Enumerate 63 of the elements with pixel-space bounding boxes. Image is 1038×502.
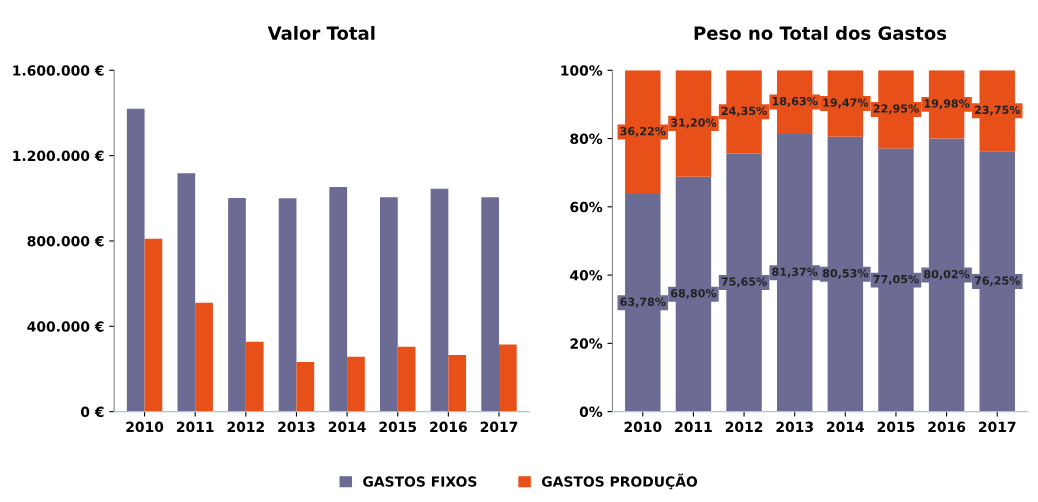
data-label: 31,20% [671,118,717,129]
y-tick-label: 40% [570,270,603,281]
bar [126,108,145,412]
data-label: 63,78% [620,297,666,308]
x-tick-label: 2013 [278,421,315,433]
legend-label: GASTOS FIXOS [363,476,477,487]
bar [228,198,246,412]
bar [329,186,348,412]
data-label: 23,75% [974,105,1021,116]
legend-label: GASTOS PRODUÇÃO [541,473,698,490]
bar [380,197,398,412]
x-tick-label: 2016 [928,421,966,433]
data-label: 22,95% [873,104,919,115]
y-tick-label: 1.600.000 € [13,65,104,76]
x-tick-label: 2011 [176,421,214,433]
y-tick-label: 0 € [80,406,104,418]
x-tick-label: 2010 [126,421,164,433]
bar [195,302,213,412]
bar [278,198,297,412]
data-label: 81,37% [772,267,818,278]
x-tick-label: 2015 [379,421,417,433]
y-tick-label: 80% [570,133,603,145]
x-tick-label: 2014 [328,421,366,433]
data-label: 80,53% [822,269,869,279]
data-label: 19,98% [924,99,970,110]
data-label: 80,02% [924,269,970,280]
x-tick-label: 2011 [675,421,712,433]
y-tick-label: 20% [570,338,603,349]
data-label: 36,22% [620,126,666,137]
y-tick-label: 400.000 € [27,321,104,332]
chart-title: Peso no Total dos Gastos [694,26,947,40]
bar [448,355,467,412]
x-tick-label: 2014 [827,421,865,433]
x-tick-label: 2012 [725,421,763,433]
bar [144,238,163,412]
data-label: 77,05% [873,274,919,285]
bar [499,344,517,412]
x-tick-label: 2010 [624,421,662,433]
chart-title: Valor Total [267,26,375,40]
x-tick-label: 2012 [227,421,264,433]
y-tick-label: 800.000 € [27,235,104,247]
bar [481,197,499,412]
bar [177,173,196,412]
y-tick-label: 60% [570,201,603,213]
data-label: 76,25% [974,276,1021,287]
bar [347,356,365,412]
x-tick-label: 2017 [480,421,518,433]
y-tick-label: 1.200.000 € [13,150,104,162]
bar [430,188,449,412]
x-tick-label: 2015 [877,421,915,433]
bar [245,341,264,412]
bar [397,346,416,412]
data-label: 68,80% [670,289,717,299]
data-label: 18,63% [772,96,818,107]
x-tick-label: 2017 [979,421,1016,433]
y-tick-label: 0% [579,406,603,418]
data-label: 24,35% [721,106,767,117]
x-tick-label: 2013 [776,421,813,433]
data-label: 75,65% [721,277,767,288]
y-tick-label: 100% [561,65,603,76]
bar [296,361,315,412]
data-label: 19,47% [823,98,869,109]
x-tick-label: 2016 [430,421,467,433]
